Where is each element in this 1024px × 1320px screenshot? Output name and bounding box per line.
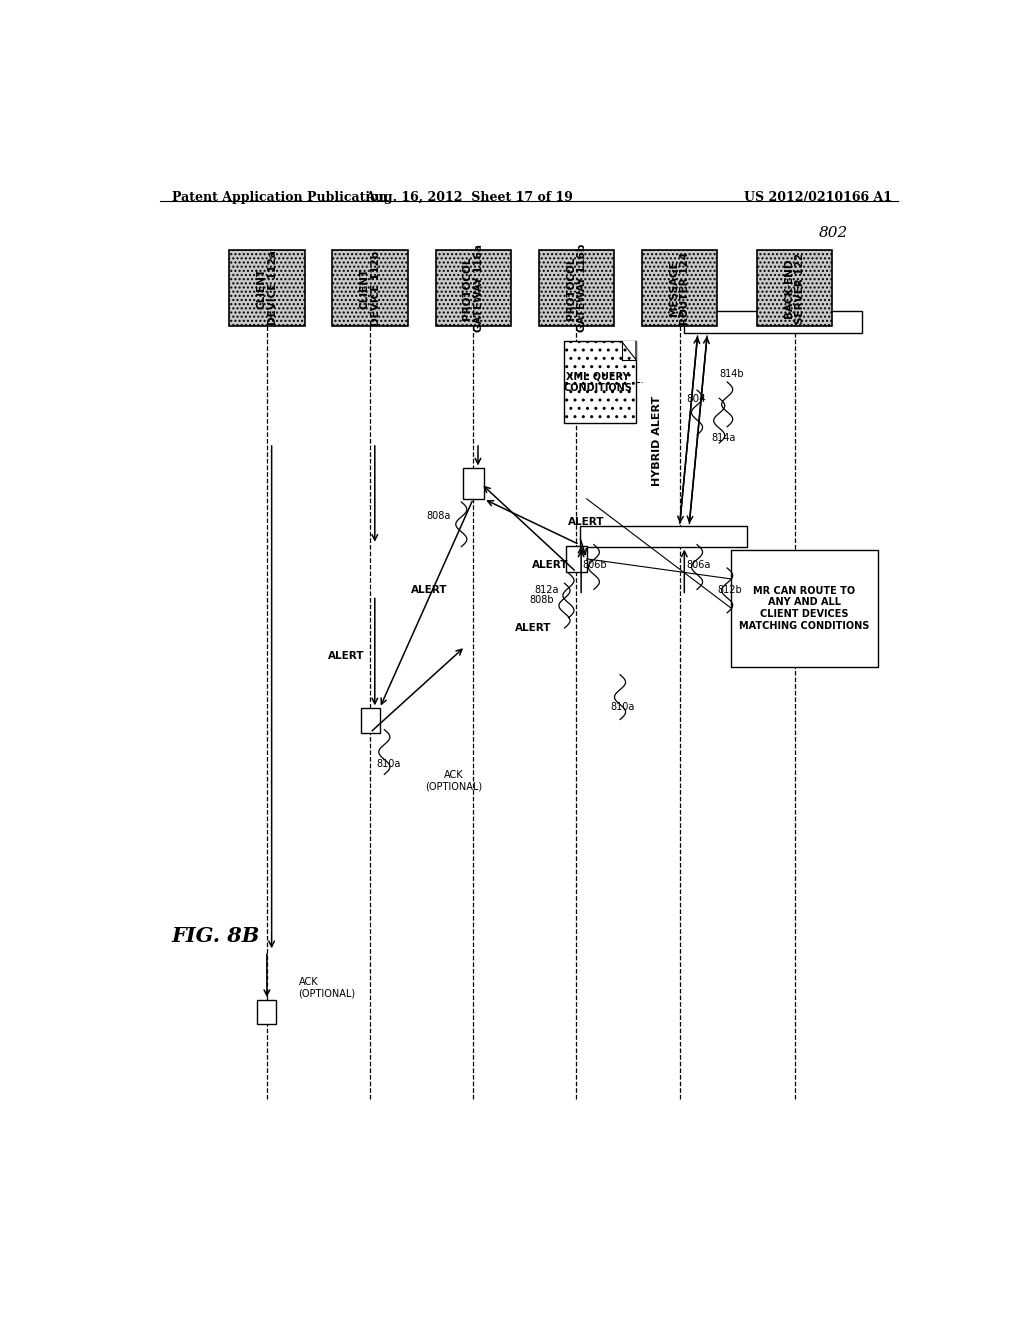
Text: ALERT: ALERT [514,623,551,634]
Text: 806b: 806b [583,560,607,570]
Text: 814b: 814b [719,368,743,379]
Bar [581,527,746,546]
Text: ALERT: ALERT [532,560,569,570]
Text: ACK
(OPTIONAL): ACK (OPTIONAL) [299,977,355,999]
Bar [463,469,483,499]
Text: Patent Application Publication: Patent Application Publication [172,191,387,203]
Text: 802: 802 [818,226,848,240]
Text: 806a: 806a [686,560,711,570]
Polygon shape [622,342,636,359]
Text: 808b: 808b [529,594,554,605]
Bar [731,549,878,667]
Bar [684,312,862,333]
Text: MESSAGE
ROUTER 124: MESSAGE ROUTER 124 [669,251,690,325]
Text: ALERT: ALERT [568,517,604,527]
Text: 810a: 810a [610,702,635,713]
Text: XML QUERY
CONDITIONS: XML QUERY CONDITIONS [563,371,632,393]
Text: 812b: 812b [718,585,742,595]
Text: CLIENT
DEVICE 112b: CLIENT DEVICE 112b [359,251,381,326]
Text: CLIENT
DEVICE 112a: CLIENT DEVICE 112a [256,251,278,326]
Bar [360,709,380,733]
Text: ACK
(OPTIONAL): ACK (OPTIONAL) [425,770,482,791]
Bar [257,1001,276,1024]
Text: 814a: 814a [712,433,735,444]
Text: ALERT: ALERT [328,652,365,661]
Bar [564,342,636,422]
Text: PROTOCOL
GATEWAY 116b: PROTOCOL GATEWAY 116b [565,244,587,333]
Bar [229,249,304,326]
Text: Aug. 16, 2012  Sheet 17 of 19: Aug. 16, 2012 Sheet 17 of 19 [366,191,573,203]
Bar [642,249,717,326]
Text: PROTOCOL
GATEWAY 116a: PROTOCOL GATEWAY 116a [463,244,484,333]
Bar [757,249,833,326]
Text: 810a: 810a [377,759,400,770]
Bar [435,249,511,326]
Text: BACK-END
SERVER 122: BACK-END SERVER 122 [783,252,806,323]
Text: FIG. 8B: FIG. 8B [172,925,260,946]
Text: MR CAN ROUTE TO
ANY AND ALL
CLIENT DEVICES
MATCHING CONDITIONS: MR CAN ROUTE TO ANY AND ALL CLIENT DEVIC… [739,586,869,631]
Text: 812a: 812a [535,585,559,595]
Text: ALERT: ALERT [412,585,447,595]
Text: US 2012/0210166 A1: US 2012/0210166 A1 [744,191,893,203]
Bar [539,249,614,326]
Text: 804: 804 [686,395,706,404]
Text: 808a: 808a [427,511,451,521]
Text: HYBRID ALERT: HYBRID ALERT [652,396,663,486]
Bar [566,545,587,572]
Bar [333,249,408,326]
